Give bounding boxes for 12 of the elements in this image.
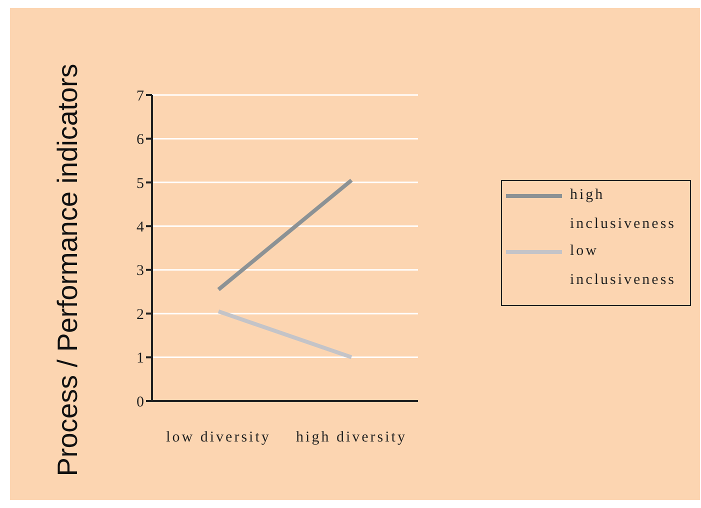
y-tick-label: 2: [136, 306, 144, 323]
y-tick-label: 6: [136, 132, 144, 148]
y-tick-label: 1: [136, 350, 144, 367]
x-tick-label: high diversity: [296, 430, 407, 446]
y-tick-label: 3: [136, 263, 144, 280]
legend-label: low inclusiveness: [570, 242, 677, 290]
x-tick-label: low diversity: [166, 430, 271, 446]
y-tick-label: 5: [136, 176, 144, 192]
y-axis-title: Process / Performance indicators: [52, 64, 84, 476]
y-tick-label: 4: [136, 219, 144, 236]
y-tick-label: 7: [136, 88, 144, 104]
y-tick-label: 0: [136, 394, 144, 410]
